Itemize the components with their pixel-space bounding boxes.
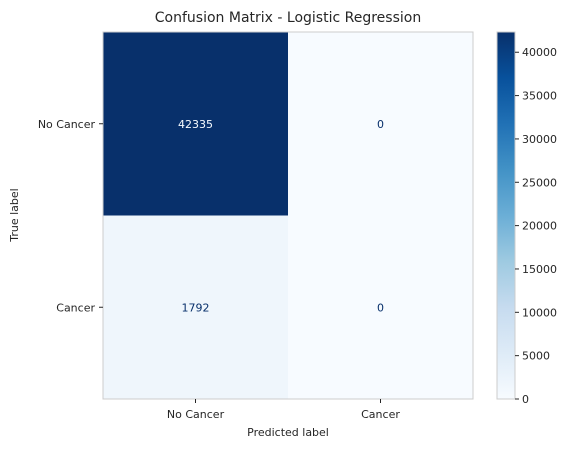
colorbar-tick-label: 10000 xyxy=(522,306,557,319)
matrix-cell-0-1 xyxy=(288,32,473,216)
matrix-cell-1-1 xyxy=(288,215,473,399)
colorbar-tick-label: 25000 xyxy=(522,176,557,189)
colorbar-tick-label: 15000 xyxy=(522,263,557,276)
cell-value-1-1: 0 xyxy=(377,301,384,314)
y-tick-label: No Cancer xyxy=(38,118,96,131)
matrix-cells xyxy=(103,32,473,399)
colorbar-tick-label: 20000 xyxy=(522,220,557,233)
x-tick-label: No Cancer xyxy=(167,408,225,421)
y-axis-label: True label xyxy=(8,188,21,242)
matrix-cell-0-0 xyxy=(103,32,288,216)
chart-title: Confusion Matrix - Logistic Regression xyxy=(155,10,421,26)
colorbar-tick-label: 40000 xyxy=(522,46,557,59)
matrix-cell-1-0 xyxy=(103,215,288,399)
colorbar-tick-label: 30000 xyxy=(522,133,557,146)
y-tick-labels: No Cancer Cancer xyxy=(38,118,103,314)
cell-value-1-0: 1792 xyxy=(182,301,210,314)
colorbar-tick-label: 0 xyxy=(522,393,529,406)
y-tick-label: Cancer xyxy=(56,301,95,314)
x-tick-labels: No Cancer Cancer xyxy=(167,399,400,421)
colorbar xyxy=(496,31,516,400)
matrix-cell-values: 42335 0 1792 0 xyxy=(178,118,384,315)
colorbar-tick-labels: 0 5000 10000 15000 20000 25000 30000 35000 40000 xyxy=(515,46,557,406)
colorbar-tick-label: 5000 xyxy=(522,350,550,363)
x-axis-label: Predicted label xyxy=(247,426,329,439)
colorbar-tick-label: 35000 xyxy=(522,90,557,103)
matrix-frame xyxy=(102,31,474,400)
x-tick-label: Cancer xyxy=(361,408,400,421)
cell-value-0-1: 0 xyxy=(377,118,384,131)
cell-value-0-0: 42335 xyxy=(178,118,213,131)
